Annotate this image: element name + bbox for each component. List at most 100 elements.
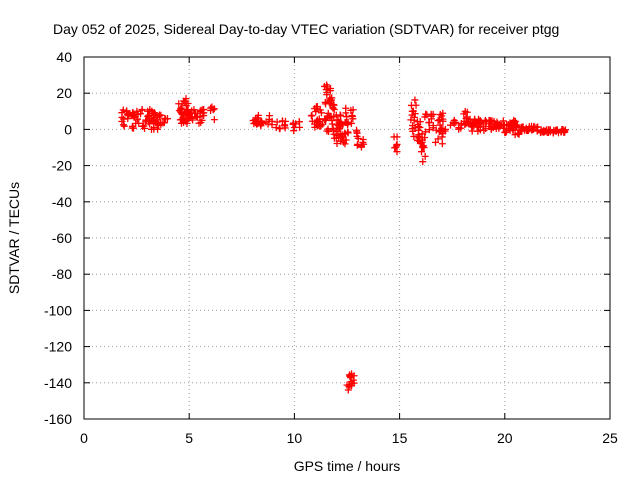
data-point bbox=[354, 140, 362, 148]
data-point bbox=[416, 118, 424, 126]
data-point bbox=[144, 107, 152, 115]
data-point bbox=[360, 140, 368, 148]
data-point bbox=[353, 126, 361, 134]
data-point bbox=[182, 117, 190, 125]
data-point bbox=[560, 128, 568, 136]
data-point bbox=[553, 126, 561, 134]
data-point bbox=[137, 110, 145, 118]
data-point bbox=[313, 105, 321, 113]
data-point bbox=[392, 143, 400, 151]
data-point bbox=[198, 116, 206, 124]
data-point bbox=[438, 140, 446, 148]
data-point bbox=[321, 82, 329, 90]
data-point bbox=[254, 111, 262, 119]
data-point bbox=[186, 110, 194, 118]
data-point bbox=[417, 140, 425, 148]
data-point bbox=[150, 125, 158, 133]
data-point bbox=[119, 106, 127, 114]
data-point bbox=[289, 120, 297, 128]
data-point bbox=[393, 148, 401, 156]
data-point bbox=[435, 116, 443, 124]
data-point bbox=[133, 107, 141, 115]
data-point bbox=[120, 122, 128, 130]
data-point bbox=[434, 135, 442, 143]
data-point bbox=[419, 158, 427, 166]
y-tick-label: -80 bbox=[52, 266, 72, 282]
data-point bbox=[503, 121, 511, 129]
data-point bbox=[490, 118, 498, 126]
data-point bbox=[416, 124, 424, 132]
data-point bbox=[275, 124, 283, 132]
data-point bbox=[329, 126, 337, 134]
y-tick-label: -160 bbox=[44, 411, 72, 427]
data-point bbox=[348, 370, 356, 378]
data-point bbox=[161, 114, 169, 122]
data-point bbox=[495, 121, 503, 129]
data-point bbox=[509, 126, 517, 134]
data-point bbox=[480, 126, 488, 134]
data-point bbox=[290, 127, 298, 135]
data-point bbox=[175, 107, 183, 115]
data-point bbox=[425, 126, 433, 134]
data-point bbox=[145, 111, 153, 119]
data-point bbox=[450, 120, 458, 128]
data-point bbox=[323, 88, 331, 96]
data-point bbox=[194, 109, 202, 117]
y-tick-label: 20 bbox=[56, 85, 72, 101]
data-point bbox=[538, 128, 546, 136]
data-point bbox=[523, 127, 531, 135]
data-point bbox=[335, 119, 343, 127]
y-axis-label: SDTVAR / TECUs bbox=[6, 182, 22, 294]
data-point bbox=[141, 124, 149, 132]
data-point bbox=[328, 120, 336, 128]
data-point bbox=[175, 100, 183, 108]
y-tick-label: -100 bbox=[44, 302, 72, 318]
data-point bbox=[463, 108, 471, 116]
data-point bbox=[207, 104, 215, 112]
data-point bbox=[182, 102, 190, 110]
y-tick-label: 0 bbox=[64, 121, 72, 137]
plot-frame bbox=[83, 56, 611, 420]
data-point bbox=[410, 116, 418, 124]
data-point bbox=[408, 111, 416, 119]
data-point bbox=[409, 107, 417, 115]
data-point bbox=[344, 119, 352, 127]
data-point bbox=[157, 111, 165, 119]
data-point bbox=[342, 104, 350, 112]
data-point bbox=[502, 128, 510, 136]
data-point bbox=[411, 96, 419, 104]
data-point bbox=[252, 115, 260, 123]
data-point bbox=[343, 113, 351, 121]
data-point bbox=[545, 129, 553, 137]
data-point bbox=[133, 115, 141, 123]
data-point bbox=[272, 124, 280, 132]
data-points bbox=[118, 81, 569, 394]
data-point bbox=[353, 132, 361, 140]
data-point bbox=[344, 386, 352, 394]
data-point bbox=[421, 128, 429, 136]
data-point bbox=[455, 124, 463, 132]
data-point bbox=[324, 125, 332, 133]
data-point bbox=[281, 121, 289, 129]
x-tick-label: 15 bbox=[392, 430, 408, 446]
data-point bbox=[333, 140, 341, 148]
data-point bbox=[177, 105, 185, 113]
data-point bbox=[347, 378, 355, 386]
data-point bbox=[407, 101, 415, 109]
data-point bbox=[349, 115, 357, 123]
y-tick-label: -20 bbox=[52, 158, 72, 174]
data-point bbox=[316, 106, 324, 114]
data-point bbox=[336, 111, 344, 119]
data-point bbox=[199, 106, 207, 114]
data-point bbox=[462, 120, 470, 128]
data-point bbox=[421, 152, 429, 160]
data-point bbox=[322, 100, 330, 108]
data-point bbox=[130, 124, 138, 132]
data-point bbox=[409, 122, 417, 130]
data-point bbox=[438, 112, 446, 120]
data-point bbox=[278, 117, 286, 125]
y-tick-label: -40 bbox=[52, 194, 72, 210]
data-point bbox=[146, 120, 154, 128]
data-point bbox=[149, 117, 157, 125]
